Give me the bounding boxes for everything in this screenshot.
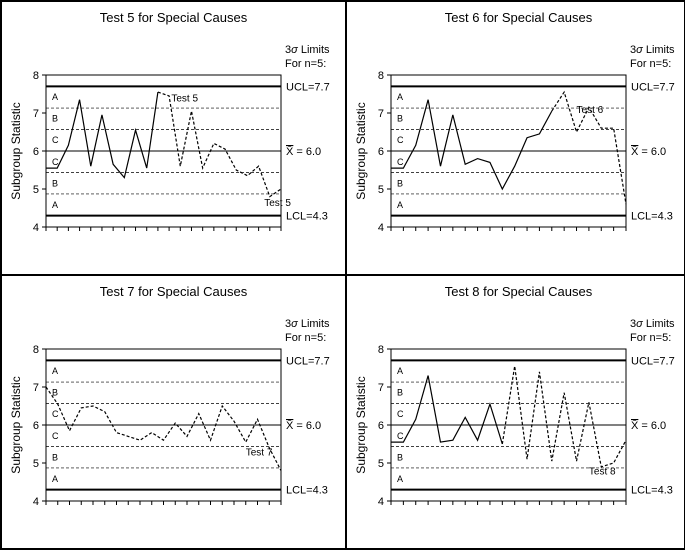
svg-text:7: 7	[33, 382, 39, 394]
svg-text:4: 4	[378, 496, 384, 508]
svg-text:For n=5:: For n=5:	[285, 332, 326, 344]
chart-svg: 4 5 6 7 8 A B C C B A 3σ Limits For n=5: UCL=7.7 X̄ = …	[351, 27, 685, 257]
svg-text:Test 8: Test 8	[589, 466, 616, 477]
svg-text:LCL=4.3: LCL=4.3	[286, 485, 328, 497]
svg-text:Subgroup Statistic: Subgroup Statistic	[9, 376, 23, 473]
chart-grid: Test 5 for Special Causes 4 5 6 7 8 A B C C B A 3σ …	[0, 0, 685, 550]
svg-text:5: 5	[378, 458, 384, 470]
chart-area-1: 4 5 6 7 8 A B C C B A 3σ Limits For n=5: UCL=7.7 X̄ = …	[351, 27, 685, 257]
svg-text:Test 7: Test 7	[246, 447, 273, 458]
chart-area-0: 45678ABCCBA3σ LimitsFor n=5:UCL=7.7X̄ = …	[6, 27, 341, 257]
panel-1: Test 6 for Special Causes 4 5 6 7 8 A B C C B A 3σ …	[346, 1, 685, 275]
svg-text:X̄ = 6.0: X̄ = 6.0	[286, 419, 321, 432]
svg-text:5: 5	[378, 184, 384, 196]
svg-text:6: 6	[378, 420, 384, 432]
chart-svg: 45678ABCCBA3σ LimitsFor n=5:UCL=7.7X̄ = …	[6, 301, 341, 531]
chart-svg: 4 5 6 7 8 A B C C B A 3σ Limits For n=5: UCL=7.7 X̄ = …	[351, 301, 685, 531]
panel-2: Test 7 for Special Causes 45678ABCCBA3σ …	[1, 275, 346, 549]
svg-text:8: 8	[33, 70, 39, 82]
svg-text:3σ Limits: 3σ Limits	[285, 44, 330, 56]
svg-text:8: 8	[378, 70, 384, 82]
svg-text:Subgroup Statistic: Subgroup Statistic	[354, 376, 368, 473]
svg-text:X̄ = 6.0: X̄ = 6.0	[631, 145, 666, 158]
chart-area-3: 4 5 6 7 8 A B C C B A 3σ Limits For n=5: UCL=7.7 X̄ = …	[351, 301, 685, 531]
svg-text:C: C	[397, 409, 404, 419]
svg-text:B: B	[52, 452, 58, 462]
svg-text:A: A	[397, 92, 403, 102]
svg-text:LCL=4.3: LCL=4.3	[631, 211, 673, 223]
svg-text:4: 4	[33, 222, 39, 234]
svg-text:C: C	[397, 157, 404, 167]
svg-text:B: B	[52, 114, 58, 124]
panel-title: Test 6 for Special Causes	[351, 10, 685, 25]
svg-text:Test 5: Test 5	[264, 198, 291, 209]
svg-text:A: A	[397, 200, 403, 210]
svg-text:UCL=7.7: UCL=7.7	[631, 355, 675, 367]
svg-text:A: A	[397, 366, 403, 376]
svg-text:7: 7	[378, 108, 384, 120]
svg-text:C: C	[52, 135, 59, 145]
svg-text:A: A	[52, 200, 58, 210]
svg-text:3σ Limits: 3σ Limits	[285, 318, 330, 330]
svg-text:7: 7	[33, 108, 39, 120]
chart-area-2: 45678ABCCBA3σ LimitsFor n=5:UCL=7.7X̄ = …	[6, 301, 341, 531]
svg-text:A: A	[52, 92, 58, 102]
panel-title: Test 8 for Special Causes	[351, 284, 685, 299]
svg-text:5: 5	[33, 184, 39, 196]
svg-text:B: B	[397, 388, 403, 398]
svg-text:6: 6	[378, 146, 384, 158]
svg-text:6: 6	[33, 420, 39, 432]
svg-text:A: A	[52, 474, 58, 484]
svg-text:C: C	[397, 135, 404, 145]
svg-text:LCL=4.3: LCL=4.3	[286, 211, 328, 223]
panel-3: Test 8 for Special Causes 4 5 6 7 8 A B C C B A 3σ …	[346, 275, 685, 549]
svg-text:5: 5	[33, 458, 39, 470]
chart-svg: 45678ABCCBA3σ LimitsFor n=5:UCL=7.7X̄ = …	[6, 27, 341, 257]
svg-text:UCL=7.7: UCL=7.7	[286, 355, 330, 367]
svg-text:LCL=4.3: LCL=4.3	[631, 485, 673, 497]
svg-text:For n=5:: For n=5:	[630, 332, 671, 344]
svg-text:3σ Limits: 3σ Limits	[630, 318, 675, 330]
svg-text:8: 8	[33, 344, 39, 356]
svg-text:A: A	[52, 366, 58, 376]
svg-text:4: 4	[378, 222, 384, 234]
panel-title: Test 5 for Special Causes	[6, 10, 341, 25]
svg-text:B: B	[397, 452, 403, 462]
svg-text:Subgroup Statistic: Subgroup Statistic	[354, 102, 368, 199]
svg-text:6: 6	[33, 146, 39, 158]
svg-text:7: 7	[378, 382, 384, 394]
svg-text:Test 5: Test 5	[171, 94, 198, 105]
svg-text:For n=5:: For n=5:	[285, 58, 326, 70]
svg-text:C: C	[52, 409, 59, 419]
svg-text:For n=5:: For n=5:	[630, 58, 671, 70]
svg-text:B: B	[397, 114, 403, 124]
svg-text:X̄ = 6.0: X̄ = 6.0	[631, 419, 666, 432]
svg-text:UCL=7.7: UCL=7.7	[631, 81, 675, 93]
svg-text:3σ Limits: 3σ Limits	[630, 44, 675, 56]
svg-text:Subgroup Statistic: Subgroup Statistic	[9, 102, 23, 199]
svg-text:B: B	[397, 178, 403, 188]
svg-text:C: C	[397, 431, 404, 441]
svg-text:8: 8	[378, 344, 384, 356]
panel-0: Test 5 for Special Causes 45678ABCCBA3σ …	[1, 1, 346, 275]
svg-text:Test 6: Test 6	[577, 105, 604, 116]
svg-text:UCL=7.7: UCL=7.7	[286, 81, 330, 93]
panel-title: Test 7 for Special Causes	[6, 284, 341, 299]
svg-text:X̄ = 6.0: X̄ = 6.0	[286, 145, 321, 158]
svg-text:A: A	[397, 474, 403, 484]
svg-text:4: 4	[33, 496, 39, 508]
svg-text:C: C	[52, 431, 59, 441]
svg-text:B: B	[52, 178, 58, 188]
